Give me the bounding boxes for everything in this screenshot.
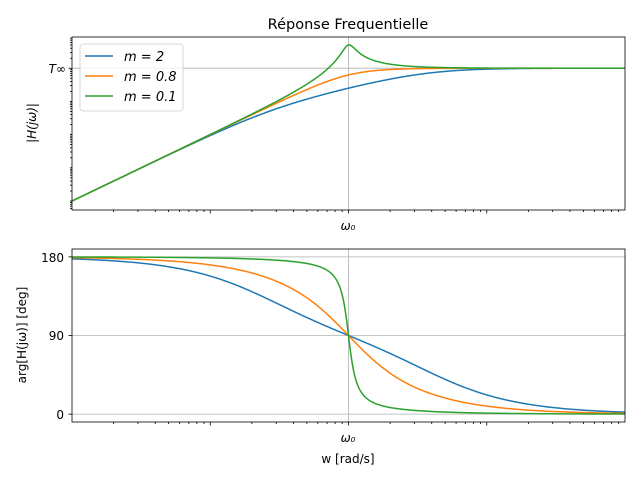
ytick-label-t-inf: T∞ xyxy=(49,62,66,76)
ytick-label-90: 90 xyxy=(49,329,64,343)
xtick-label-omega0-bottom: ω₀ xyxy=(341,431,356,445)
legend-label-m0-1: m = 0.1 xyxy=(124,90,177,105)
legend-label-m2: m = 2 xyxy=(124,50,164,65)
y-axis-label-magnitude: |H(jω)| xyxy=(25,103,39,143)
legend: m = 2 m = 0.8 m = 0.1 xyxy=(79,43,184,112)
y-axis-label-phase: arg[H(jω)] [deg] xyxy=(15,287,29,384)
magnitude-line-m0-1 xyxy=(72,44,625,202)
ytick-label-180: 180 xyxy=(41,251,64,265)
bottom-axes-frame xyxy=(71,248,626,423)
phase-line-m0-1 xyxy=(72,256,625,415)
legend-label-m0-8: m = 0.8 xyxy=(124,70,177,85)
xtick-label-omega0-top: ω₀ xyxy=(341,219,356,233)
x-axis-label: w [rad/s] xyxy=(321,452,374,466)
ytick-label-0: 0 xyxy=(56,408,64,422)
top-axes-frame xyxy=(71,36,626,211)
chart-title: Réponse Frequentielle xyxy=(268,17,429,33)
